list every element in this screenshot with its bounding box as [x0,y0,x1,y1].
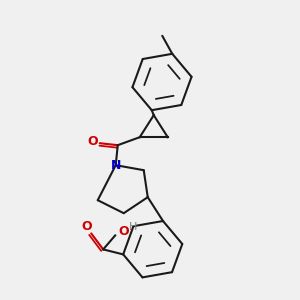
Text: O: O [81,220,92,233]
Text: H: H [129,222,137,233]
Text: O: O [87,135,98,148]
Text: N: N [111,159,121,172]
Text: O: O [118,225,128,238]
